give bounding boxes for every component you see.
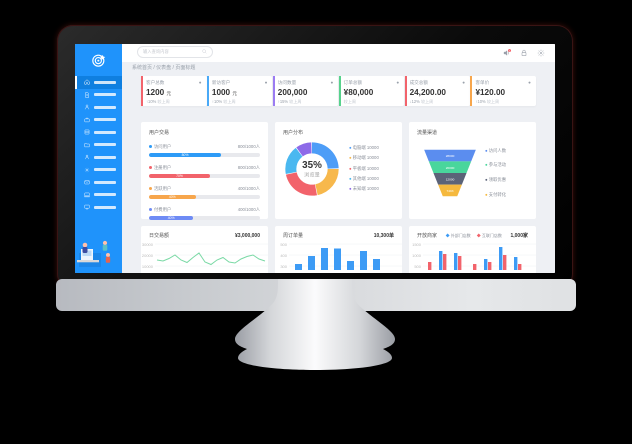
svg-text:10000: 10000 bbox=[142, 264, 154, 269]
svg-text:20000: 20000 bbox=[446, 166, 455, 170]
svg-text:400: 400 bbox=[280, 253, 287, 258]
svg-text:1500: 1500 bbox=[412, 242, 422, 247]
svg-text:300: 300 bbox=[280, 264, 287, 269]
svg-text:1000: 1000 bbox=[412, 253, 422, 258]
svg-text:12000: 12000 bbox=[446, 177, 455, 181]
svg-text:7493: 7493 bbox=[447, 189, 454, 193]
svg-text:35%: 35% bbox=[302, 160, 322, 171]
svg-text:500: 500 bbox=[414, 264, 421, 269]
svg-text:20000: 20000 bbox=[142, 253, 154, 258]
svg-text:浏览量: 浏览量 bbox=[304, 170, 320, 178]
svg-text:28000: 28000 bbox=[446, 154, 455, 158]
svg-text:500: 500 bbox=[280, 242, 287, 247]
svg-text:30000: 30000 bbox=[142, 242, 154, 247]
